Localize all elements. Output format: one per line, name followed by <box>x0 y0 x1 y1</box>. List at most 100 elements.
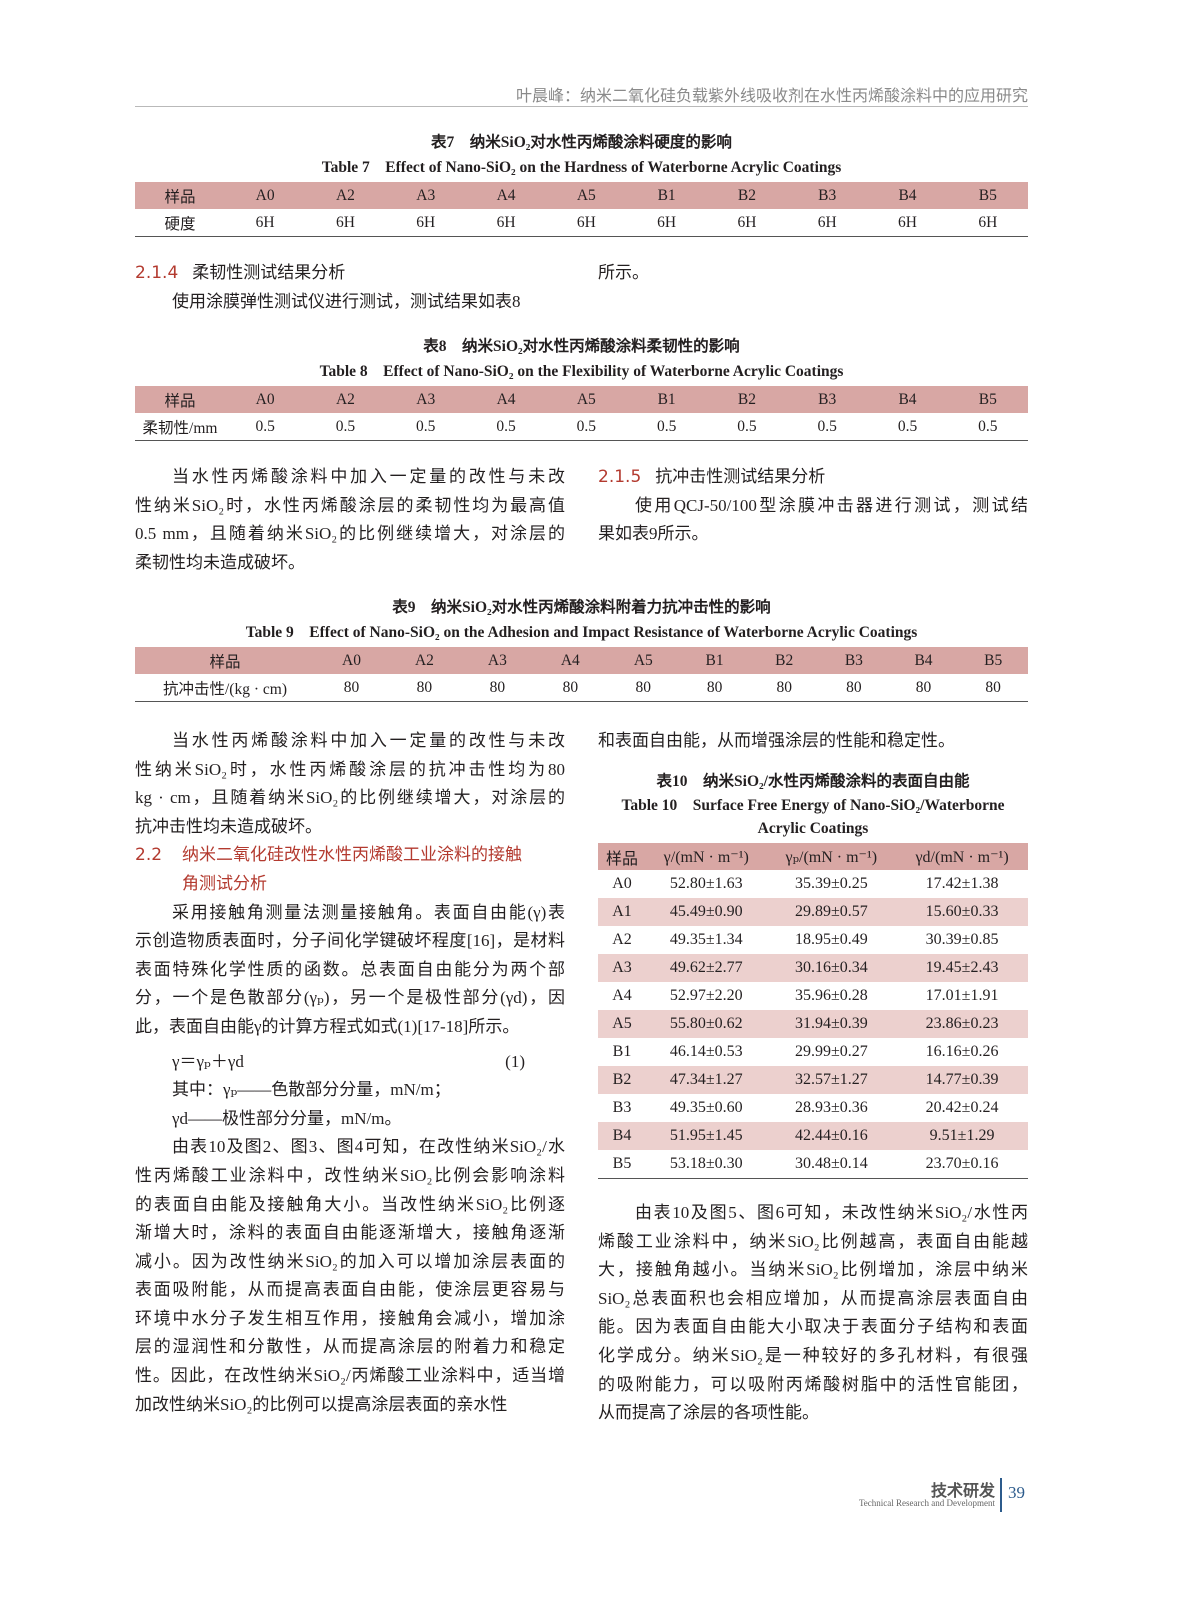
table-cell: 0.5 <box>867 413 948 441</box>
section-heading-line: 2.2 纳米二氧化硅改性水性丙烯酸工业涂料的接触 <box>135 841 565 870</box>
column-header: γₚ/(mN · m⁻¹) <box>766 843 897 870</box>
table-cell: B2 <box>749 647 820 674</box>
table-cell: 6H <box>626 209 707 237</box>
table-cell: 49.62±2.77 <box>646 954 767 982</box>
equation: γ＝γₚ＋γd (1) <box>135 1048 565 1077</box>
sample-cell: A4 <box>612 987 632 1004</box>
table-cell: 18.95±0.49 <box>794 931 868 948</box>
footer-divider <box>1000 1478 1002 1512</box>
table-cell: 42.44±0.16 <box>766 1122 897 1150</box>
table-cell: 46.14±0.53 <box>669 1043 743 1060</box>
text-line: 0.5 mm，且随着纳米SiO₂的比例继续增大，对涂层的 <box>135 524 565 544</box>
table-header-row: 样品 A0 A2 A3 A4 A5 B1 B2 B3 B4 B5 <box>135 182 1028 209</box>
text-line: 性纳米SiO₂时，水性丙烯酸涂层的抗冲击性均为80 <box>135 759 565 779</box>
table-cell: 80 <box>460 674 534 702</box>
table7-caption-cn: 表7 纳米SiO₂对水性丙烯酸涂料硬度的影响 <box>431 134 732 151</box>
row-label-cell: 样品 <box>135 386 225 413</box>
header-rule <box>135 106 1028 107</box>
table-cell: 0.5 <box>947 413 1028 441</box>
text-line: 环境中水分子发生相互作用，接触角会减小，增加涂 <box>135 1308 565 1328</box>
table-cell: A4 <box>465 182 547 209</box>
text-line: 分，一个是色散部分(γₚ)，另一个是极性部分(γd)，因 <box>135 988 565 1008</box>
equation-formula: γ＝γₚ＋γd <box>172 1051 244 1071</box>
table-cell: 6H <box>546 209 627 237</box>
table-cell: 6H <box>706 209 788 237</box>
paragraph-conclusion: 由表10及图5、图6可知，未改性纳米SiO₂/水性丙 烯酸工业涂料中，纳米SiO₂… <box>598 1199 1028 1428</box>
table8-caption-en: Table 8 Effect of Nano-SiO₂ on the Flexi… <box>319 363 844 380</box>
table-cell: 53.18±0.30 <box>646 1150 767 1179</box>
table-cell: B5 <box>947 386 1028 413</box>
table-cell: 80 <box>888 674 959 702</box>
table-cell: A5 <box>546 182 627 209</box>
text-line: 烯酸工业涂料中，纳米SiO₂比例越高，表面自由能越 <box>598 1231 1028 1251</box>
text-line: 层的湿润性和分散性，从而提高涂层的附着力和稳定 <box>135 1337 565 1357</box>
text-line: 表面吸附能，从而提高表面自由能，使涂层更容易与 <box>135 1280 565 1300</box>
table-cell: A4 <box>533 647 607 674</box>
footer-section-en: Technical Research and Development <box>858 1498 995 1508</box>
table-cell: 45.49±0.90 <box>646 898 767 926</box>
table8: 样品 A0 A2 A3 A4 A5 B1 B2 B3 B4 B5 柔韧性/mm 0.5 0.5 0.5 0.5… <box>135 386 1028 441</box>
text-line: 当水性丙烯酸涂料中加入一定量的改性与未改 <box>172 731 565 750</box>
sample-cell: A0 <box>612 875 632 892</box>
text-line: 果如表9所示。 <box>598 524 709 544</box>
table-cell: 6H <box>305 209 386 237</box>
table-cell: B3 <box>819 647 889 674</box>
column-header: 样品 <box>598 843 646 870</box>
table-cell: 47.34±1.27 <box>646 1066 767 1094</box>
table-row: 柔韧性/mm 0.5 0.5 0.5 0.5 0.5 0.5 0.5 0.5 0.5 0.5 <box>135 413 1028 441</box>
section-title: 纳米二氧化硅改性水性丙烯酸工业涂料的接触 <box>182 845 522 866</box>
table-header-row: 样品 γ/(mN · m⁻¹) γₚ/(mN · m⁻¹) γd/(mN · m⁻¹) <box>598 843 1028 870</box>
table-cell: 14.77±0.39 <box>896 1066 1028 1094</box>
paragraph: 使用涂膜弹性测试仪进行测试，测试结果如表8 <box>135 288 565 317</box>
table-cell: 51.95±1.45 <box>646 1122 767 1150</box>
table-cell: 17.42±1.38 <box>925 875 999 892</box>
table-row: B2 47.34±1.27 32.57±1.27 14.77±0.39 <box>598 1066 1028 1094</box>
table-cell: 28.93±0.36 <box>794 1099 868 1116</box>
paragraph-flexibility: 当水性丙烯酸涂料中加入一定量的改性与未改 性纳米SiO₂时，水性丙烯酸涂层的柔韧性… <box>135 463 565 577</box>
paragraph-contact-angle: 采用接触角测量法测量接触角。表面自由能(γ)表 示创造物质表面时，分子间化学键破坏… <box>135 899 565 1042</box>
text-line: 的吸附能力，可以吸附丙烯酸树脂中的活性官能团， <box>598 1374 1028 1394</box>
text-line: 大，接触角越小。当纳米SiO₂比例增加，涂层中纳米 <box>598 1260 1028 1280</box>
table-cell: A0 <box>225 182 306 209</box>
page-number: 39 <box>1008 1483 1025 1502</box>
table-cell: 35.96±0.28 <box>794 987 868 1004</box>
sample-cell: B2 <box>598 1066 646 1094</box>
table-cell: 31.94±0.39 <box>766 1010 897 1038</box>
table-cell: 19.45±2.43 <box>896 954 1028 982</box>
sample-cell: B3 <box>612 1099 632 1116</box>
table-cell: 0.5 <box>465 413 547 441</box>
table-cell: 52.97±2.20 <box>669 987 743 1004</box>
table-cell: B1 <box>679 647 750 674</box>
table-cell: 0.5 <box>225 413 306 441</box>
sample-cell: A3 <box>598 954 646 982</box>
table-cell: 6H <box>385 209 466 237</box>
table-cell: B2 <box>706 182 788 209</box>
table-row: B4 51.95±1.45 42.44±0.16 9.51±1.29 <box>598 1122 1028 1150</box>
text-line: 从而提高了涂层的各项性能。 <box>598 1403 819 1423</box>
section-number: 2.1.5 <box>598 467 642 487</box>
column-header: γd/(mN · m⁻¹) <box>896 843 1028 870</box>
row-label-cell: 硬度 <box>135 209 225 237</box>
section-2-1-5: 2.1.5 抗冲击性测试结果分析 使用QCJ-50/100型涂膜冲击器进行测试，测… <box>598 463 1028 549</box>
table9-caption-en: Table 9 Effect of Nano-SiO₂ on the Adhes… <box>245 624 918 641</box>
section-2-1-4: 2.1.4 柔韧性测试结果分析 使用涂膜弹性测试仪进行测试，测试结果如表8 <box>135 259 565 316</box>
table-cell: 35.39±0.25 <box>794 875 868 892</box>
table-cell: B5 <box>958 647 1028 674</box>
text-line: 化学成分。纳米SiO₂是一种较好的多孔材料，有很强 <box>598 1345 1028 1365</box>
footer-section-cn: 技术研发 <box>930 1481 995 1500</box>
table-header-row: 样品 A0 A2 A3 A4 A5 B1 B2 B3 B4 B5 <box>135 647 1028 674</box>
table-cell: 30.48±0.14 <box>766 1150 897 1179</box>
text-line: 由表10及图2、图3、图4可知，在改性纳米SiO₂/水 <box>172 1137 565 1157</box>
table10-caption-cn: 表10 纳米SiO₂/水性丙烯酸涂料的表面自由能 <box>656 773 970 790</box>
paragraph: 使用QCJ-50/100型涂膜冲击器进行测试，测试结 果如表9所示。 <box>598 492 1028 549</box>
table-cell: A2 <box>387 647 461 674</box>
table-row: 抗冲击性/(kg · cm) 80 80 80 80 80 80 80 80 80 80 <box>135 674 1028 702</box>
table-row: 硬度 6H 6H 6H 6H 6H 6H 6H 6H 6H 6H <box>135 209 1028 237</box>
table-cell: 16.16±0.26 <box>925 1043 999 1060</box>
where-line: 其中：γₚ——色散部分分量，mN/m； <box>172 1080 451 1100</box>
table10-caption-en-2: Acrylic Coatings <box>757 820 869 837</box>
text-line: 此，表面自由能γ的计算方程式如式(1)[17-18]所示。 <box>135 1016 520 1036</box>
table-row: A3 49.62±2.77 30.16±0.34 19.45±2.43 <box>598 954 1028 982</box>
table9-caption-cn: 表9 纳米SiO₂对水性丙烯酸涂料附着力抗冲击性的影响 <box>392 599 771 616</box>
row-label-cell: 抗冲击性/(kg · cm) <box>135 674 315 702</box>
